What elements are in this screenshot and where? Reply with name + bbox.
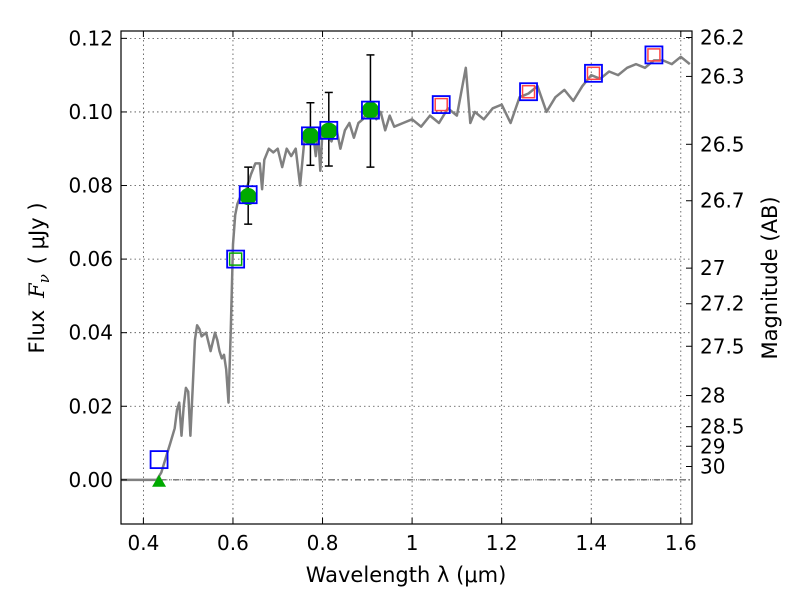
synthetic-square-marker [519,82,538,102]
synthetic-square-marker [301,126,320,146]
y-tick-label: 0.00 [68,468,113,492]
predicted-square-marker [647,48,661,62]
y-tick-label: 0.02 [68,394,113,418]
x-tick-label: 1.4 [575,531,607,555]
predicted-square-marker [434,97,448,112]
y-axis-title-unit: ( μJy ) [25,202,49,264]
observed-point [239,188,257,206]
y-axis-title-subscript: ν [35,274,53,283]
y2-tick-label: 27.2 [700,292,745,316]
y2-tick-label: 26.3 [700,64,745,88]
y-axis-title-symbol: F [25,282,49,299]
synthetic-square-marker [149,450,169,470]
synthetic-square-marker [431,95,451,114]
y-axis-title: Flux Fν ( μJy ) [25,202,53,353]
y2-tick-label: 29 [700,434,725,458]
synthetic-square-marker [238,185,258,205]
tick-layer: 0.4 0.6 0.8 1 1.2 1.4 1.6 0.00 0.02 0.04 0.06 0.08 0… [68,25,744,555]
predicted-square-marker [228,252,243,266]
predicted-square-marker [521,84,536,99]
x-tick-label: 1.2 [486,531,518,555]
x-tick-label: 0.6 [217,531,249,555]
y2-tick-label: 26.5 [700,132,745,156]
y-axis-title-prefix: Flux [25,310,49,354]
synthetic-square-marker [361,100,380,120]
observed-point [301,127,319,145]
observed-point [320,122,338,140]
synthetic-square-marker [226,249,246,269]
y2-tick-label: 28 [700,384,725,408]
y2-tick-label: 27 [700,256,725,280]
y2-tick-label: 26.7 [700,189,745,213]
x-axis-title: Wavelength λ (μm) [306,563,507,587]
x-tick-label: 0.4 [127,531,159,555]
y2-tick-label: 26.2 [700,25,745,49]
y-tick-label: 0.12 [68,26,113,50]
synthetic-square-marker [584,63,603,83]
x-tick-label: 1 [406,531,419,555]
y-tick-label: 0.04 [68,321,113,345]
y-tick-label: 0.10 [68,100,113,124]
y2-axis-title: Magnitude (AB) [758,196,782,359]
y2-tick-label: 30 [700,454,725,478]
x-tick-label: 0.8 [307,531,339,555]
y-tick-label: 0.08 [68,174,113,198]
plot-frame [120,30,693,525]
y2-tick-label: 28.5 [700,415,745,439]
observed-point [361,101,379,119]
series-layer [121,45,691,487]
predicted-square-marker [586,66,601,81]
synthetic-square-marker [644,45,664,65]
y-tick-label: 0.06 [68,247,113,271]
svg-text:FluxFν( μJy ): Flux Fν ( μJy ) [25,202,53,353]
x-tick-label: 1.6 [665,531,697,555]
synthetic-square-marker [319,120,339,140]
y2-tick-label: 27.5 [700,334,745,358]
upper-limit-marker [152,474,167,487]
